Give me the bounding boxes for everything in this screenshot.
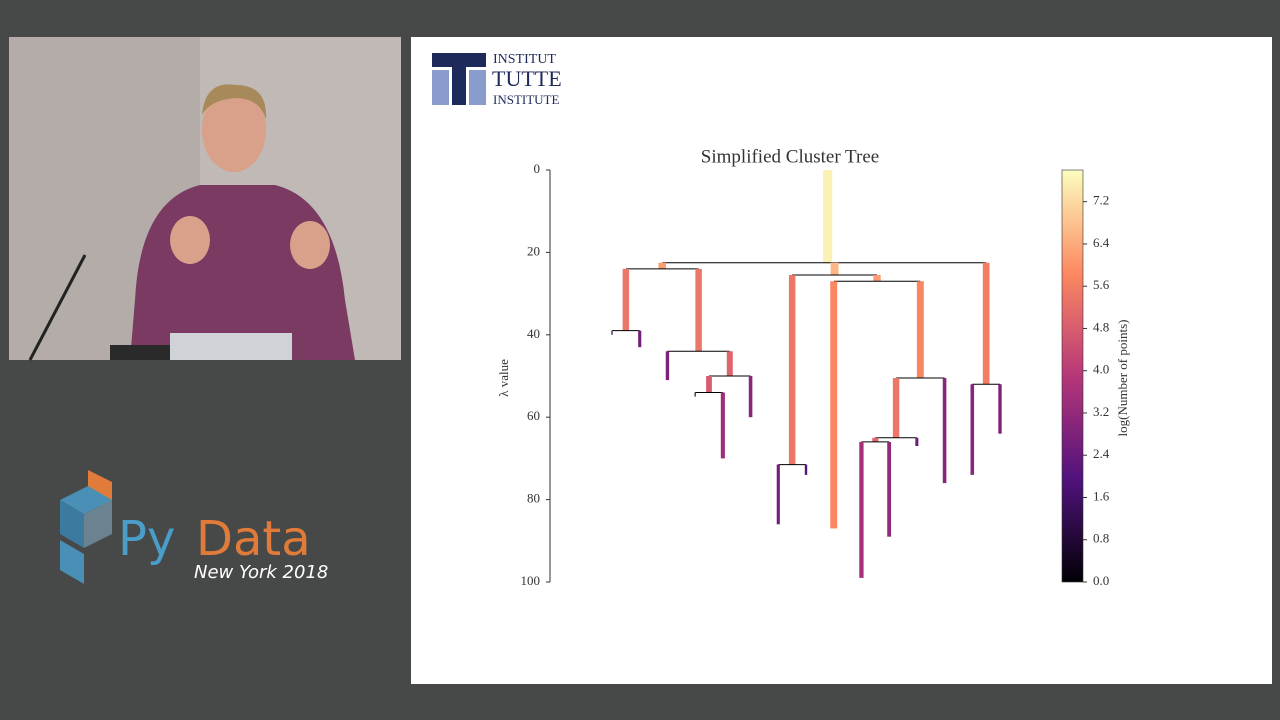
y-tick-label: 0 xyxy=(534,161,541,176)
y-tick-label: 20 xyxy=(527,243,540,258)
cluster-branch xyxy=(622,268,630,331)
y-tick-label: 60 xyxy=(527,408,540,423)
colorbar-tick-label: 1.6 xyxy=(1093,488,1110,503)
colorbar-tick-label: 5.6 xyxy=(1093,277,1110,292)
colorbar xyxy=(1061,169,1084,583)
cluster-branch xyxy=(830,262,839,276)
cluster-branch xyxy=(726,351,733,376)
cluster-branch xyxy=(830,281,838,529)
cluster-branch xyxy=(694,392,696,397)
colorbar-tick-label: 4.0 xyxy=(1093,362,1109,377)
speaker-video xyxy=(9,37,401,361)
cluster-branch xyxy=(970,384,975,475)
cluster-branch xyxy=(982,262,990,385)
colorbar-tick-label: 4.8 xyxy=(1093,319,1109,334)
cluster-branch xyxy=(695,268,702,352)
cluster-branch xyxy=(658,262,666,269)
cluster-branch xyxy=(998,384,1002,434)
logo-line: TUTTE xyxy=(492,66,562,91)
y-tick-label: 80 xyxy=(527,491,540,506)
colorbar-tick-label: 3.2 xyxy=(1093,404,1109,419)
colorbar-tick-label: 0.8 xyxy=(1093,531,1109,546)
y-tick-label: 100 xyxy=(521,573,541,588)
cluster-branch xyxy=(859,441,864,578)
cluster-branch xyxy=(665,351,670,381)
cluster-branch xyxy=(916,281,924,379)
cluster-branch xyxy=(638,330,642,348)
cluster-branch xyxy=(748,376,753,418)
colorbar-tick-label: 0.0 xyxy=(1093,573,1109,588)
logo-line: INSTITUT xyxy=(493,52,556,67)
cluster-branch xyxy=(915,437,919,447)
event-logo: Py Data New York 2018 xyxy=(60,470,328,584)
colorbar-tick-label: 7.2 xyxy=(1093,193,1109,208)
cluster-branch xyxy=(823,170,833,263)
cluster-branch xyxy=(706,376,712,393)
cluster-branch xyxy=(942,378,947,484)
chart-title: Simplified Cluster Tree xyxy=(701,146,879,167)
cluster-branch xyxy=(611,330,613,335)
logo-line: INSTITUTE xyxy=(493,92,559,107)
py-text: Py xyxy=(118,511,175,567)
y-tick-label: 40 xyxy=(527,326,540,341)
slide xyxy=(411,37,1272,684)
event-subtitle: New York 2018 xyxy=(194,562,328,583)
y-axis-label: λ value xyxy=(496,359,511,397)
colorbar-tick-label: 2.4 xyxy=(1093,446,1110,461)
chart: Simplified Cluster Tree λ value log(Numb… xyxy=(496,146,1130,588)
cluster-branch xyxy=(720,392,725,459)
cluster-branch xyxy=(776,464,780,525)
cluster-branch xyxy=(788,275,796,465)
institute-logo: INSTITUT TUTTE INSTITUTE xyxy=(432,52,562,107)
cluster-branch xyxy=(892,378,900,438)
colorbar-tick-label: 6.4 xyxy=(1093,235,1110,250)
cluster-branch xyxy=(804,464,808,475)
data-text: Data xyxy=(196,511,311,567)
colorbar-label: log(Number of points) xyxy=(1115,320,1130,437)
cluster-branch xyxy=(873,275,881,282)
cluster-branch xyxy=(872,437,879,442)
cluster-branch xyxy=(887,441,892,537)
